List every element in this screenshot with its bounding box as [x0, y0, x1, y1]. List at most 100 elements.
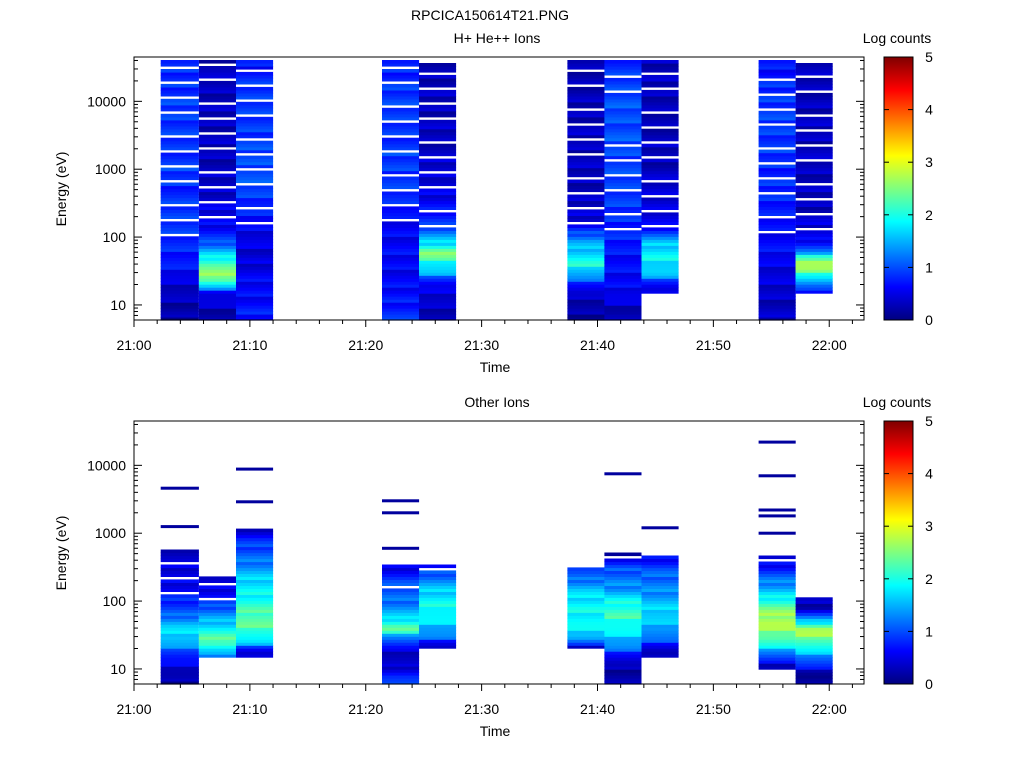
heatmap-cell [419, 636, 457, 640]
heatmap-cell [604, 615, 642, 619]
heatmap-cell [758, 60, 796, 64]
heatmap-cell [795, 248, 833, 252]
heatmap-cell [604, 66, 642, 70]
heatmap-cell [795, 224, 833, 228]
heatmap-cell [641, 636, 679, 640]
heatmap-cell [198, 89, 236, 94]
heatmap-cell [795, 179, 833, 184]
heatmap-cell [641, 191, 679, 196]
heatmap-cell [419, 203, 457, 207]
heatmap-cell [160, 603, 199, 607]
heatmap-cell [382, 576, 420, 580]
heatmap-cell [567, 203, 605, 207]
heatmap-cell [419, 194, 457, 199]
heatmap-cell [758, 639, 796, 643]
heatmap-cell [641, 167, 679, 172]
heatmap-cell [160, 69, 199, 73]
heatmap-cell [758, 302, 796, 306]
heatmap-cell [382, 308, 420, 312]
heatmap-cell [795, 167, 833, 172]
heatmap-cell [567, 275, 605, 279]
heatmap-cell [419, 143, 457, 148]
heatmap-cell [236, 242, 274, 246]
heatmap-cell [641, 257, 679, 261]
panel-other-ions: Other Ions Energy (eV) Time 101001000100… [53, 394, 933, 739]
heatmap-cell [795, 71, 833, 76]
heatmap-cell [758, 627, 796, 631]
colorbar-tick-label: 4 [925, 466, 933, 482]
heatmap-cell [641, 579, 679, 583]
heatmap-cell [641, 600, 679, 604]
heatmap-cell [160, 194, 199, 199]
heatmap-cell [758, 281, 796, 285]
heatmap-cell [604, 552, 642, 557]
heatmap-cell [236, 212, 274, 216]
heatmap-cell [567, 308, 605, 312]
heatmap-cell [160, 639, 199, 643]
heatmap-cell [236, 266, 274, 270]
heatmap-cell [382, 110, 420, 115]
heatmap-cell [604, 600, 642, 604]
heatmap-cell [236, 299, 274, 303]
heatmap-cell [236, 227, 274, 231]
heatmap-cell [160, 287, 199, 291]
heatmap-cell [604, 113, 642, 118]
heatmap-cell [567, 209, 605, 213]
heatmap-cell [382, 284, 420, 288]
heatmap-cell [604, 472, 642, 476]
heatmap-cell [795, 63, 833, 67]
heatmap-cell [641, 170, 679, 175]
heatmap-cell [641, 69, 679, 73]
heatmap-cell [758, 296, 796, 300]
heatmap-cell [758, 66, 796, 70]
heatmap-cell [604, 627, 642, 631]
heatmap-cell [382, 74, 420, 79]
heatmap-cell [604, 618, 642, 622]
x-tick-label: 21:20 [348, 337, 383, 353]
heatmap-column [236, 60, 274, 321]
heatmap-cell [567, 582, 605, 586]
heatmap-cell [758, 657, 796, 661]
heatmap-cell [604, 221, 642, 225]
heatmap-cell [419, 134, 457, 139]
heatmap-cell [795, 86, 833, 91]
heatmap-cell [641, 188, 679, 193]
heatmap-cell [604, 597, 642, 601]
heatmap-cell [236, 540, 274, 545]
x-tick-label: 21:20 [348, 701, 383, 717]
heatmap-cell [795, 236, 833, 240]
heatmap-cell [641, 149, 679, 154]
heatmap-cell [198, 654, 236, 658]
heatmap-cell [382, 146, 420, 151]
heatmap-cell [567, 597, 605, 601]
heatmap-cell [198, 260, 236, 264]
heatmap-cell [567, 588, 605, 592]
heatmap-cell [236, 305, 274, 309]
heatmap-cell [604, 179, 642, 184]
heatmap-cell [236, 263, 274, 267]
heatmap-cell [641, 591, 679, 595]
heatmap-cell [604, 251, 642, 255]
heatmap-cell [795, 176, 833, 181]
heatmap-cell [160, 299, 199, 303]
heatmap-cell [382, 206, 420, 210]
heatmap-cell [160, 621, 199, 625]
heatmap-cell [198, 272, 236, 276]
heatmap-cell [604, 594, 642, 598]
heatmap-cell [604, 167, 642, 172]
heatmap-cell [382, 609, 420, 613]
heatmap-column [382, 60, 420, 321]
heatmap-cell [604, 128, 642, 133]
colorbar-tick-label: 0 [925, 312, 933, 328]
heatmap-cell [567, 98, 605, 103]
heatmap-cell [419, 269, 457, 273]
heatmap-cell [236, 546, 274, 551]
heatmap-cell [567, 71, 605, 76]
heatmap-cell [604, 582, 642, 586]
heatmap-cell [198, 636, 236, 640]
heatmap-cell [758, 254, 796, 258]
heatmap-cell [419, 182, 457, 187]
heatmap-cell [160, 618, 199, 622]
heatmap-cell [795, 239, 833, 243]
heatmap-cell [758, 555, 796, 560]
